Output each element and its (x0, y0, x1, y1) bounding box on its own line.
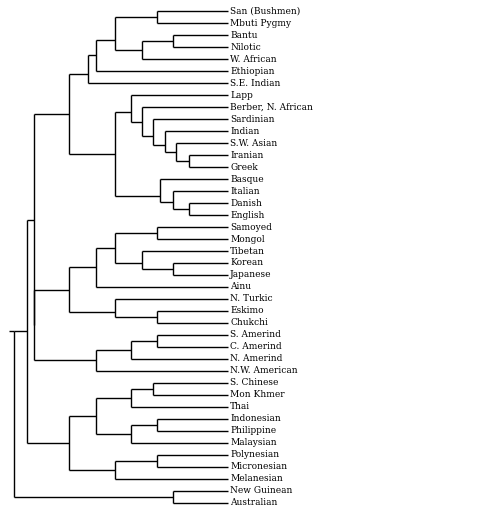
Text: N. Amerind: N. Amerind (230, 355, 283, 363)
Text: Mon Khmer: Mon Khmer (230, 391, 285, 399)
Text: Tibetan: Tibetan (230, 247, 265, 255)
Text: Ainu: Ainu (230, 283, 251, 291)
Text: Lapp: Lapp (230, 90, 253, 100)
Text: C. Amerind: C. Amerind (230, 342, 282, 352)
Text: Iranian: Iranian (230, 151, 263, 159)
Text: Japanese: Japanese (230, 270, 272, 280)
Text: Samoyed: Samoyed (230, 223, 272, 231)
Text: Nilotic: Nilotic (230, 43, 261, 51)
Text: Mbuti Pygmy: Mbuti Pygmy (230, 19, 291, 28)
Text: N. Turkic: N. Turkic (230, 295, 273, 303)
Text: N.W. American: N.W. American (230, 366, 298, 375)
Text: Thai: Thai (230, 402, 250, 411)
Text: New Guinean: New Guinean (230, 486, 293, 495)
Text: S.W. Asian: S.W. Asian (230, 139, 277, 148)
Text: W. African: W. African (230, 54, 277, 64)
Text: Eskimo: Eskimo (230, 306, 264, 316)
Text: Malaysian: Malaysian (230, 438, 277, 447)
Text: Italian: Italian (230, 187, 260, 195)
Text: Danish: Danish (230, 198, 262, 208)
Text: Berber, N. African: Berber, N. African (230, 103, 313, 112)
Text: S.E. Indian: S.E. Indian (230, 79, 280, 87)
Text: English: English (230, 211, 264, 219)
Text: Indonesian: Indonesian (230, 414, 281, 424)
Text: S. Amerind: S. Amerind (230, 331, 281, 339)
Text: Korean: Korean (230, 259, 263, 267)
Text: Chukchi: Chukchi (230, 319, 268, 327)
Text: Sardinian: Sardinian (230, 115, 275, 123)
Text: Ethiopian: Ethiopian (230, 67, 275, 76)
Text: Basque: Basque (230, 175, 264, 183)
Text: Philippine: Philippine (230, 427, 276, 435)
Text: Mongol: Mongol (230, 234, 265, 244)
Text: Bantu: Bantu (230, 31, 257, 40)
Text: S. Chinese: S. Chinese (230, 378, 278, 388)
Text: Indian: Indian (230, 126, 259, 136)
Text: Melanesian: Melanesian (230, 474, 283, 483)
Text: Greek: Greek (230, 162, 258, 172)
Text: San (Bushmen): San (Bushmen) (230, 7, 300, 15)
Text: Australian: Australian (230, 499, 277, 507)
Text: Micronesian: Micronesian (230, 463, 287, 471)
Text: Polynesian: Polynesian (230, 450, 279, 460)
